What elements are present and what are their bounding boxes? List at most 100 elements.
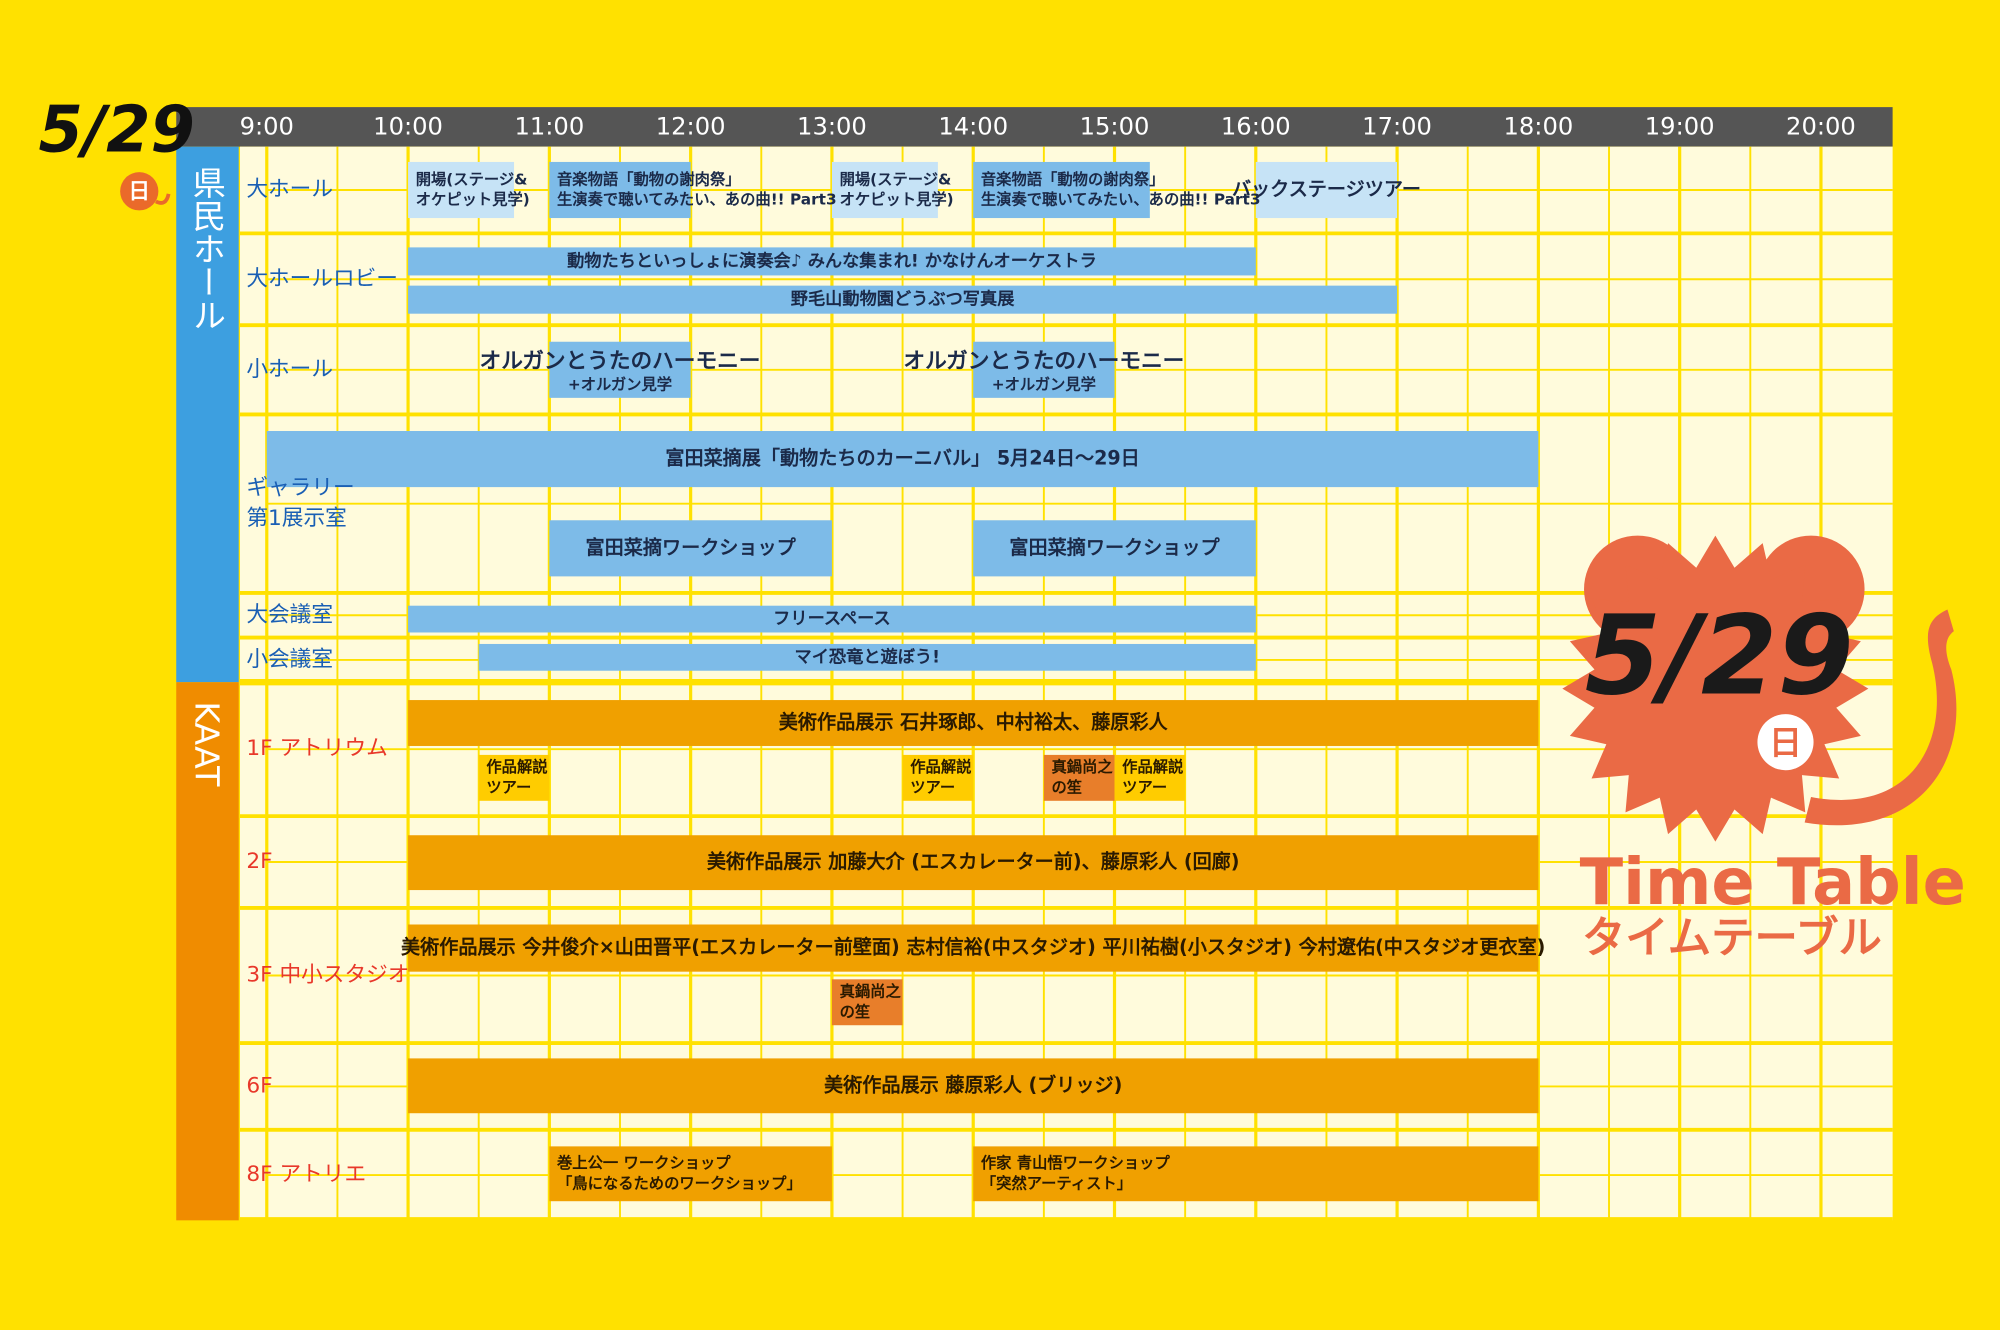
event-text: 生演奏で聴いてみたい、あの曲!! Part3: [557, 191, 837, 209]
event-note: +オルガン見学: [992, 376, 1096, 394]
row-label: ギャラリー: [246, 475, 354, 500]
mascot-tail: [1804, 609, 1957, 826]
event-text: 美術作品展示 加藤大介 (エスカレーター前)、藤原彩人 (回廊): [707, 850, 1240, 873]
event-text: 開場(ステージ&: [840, 170, 952, 188]
event-bar: [973, 520, 1256, 577]
event-bar: [408, 605, 1256, 633]
labels: 9:00 10:00 11:00 12:00 13:00 14:00 15:00 16:00 1…: [176, 113, 1856, 1221]
time-label: 10:00: [373, 113, 443, 141]
event-text: 真鍋尚之: [840, 983, 902, 1001]
time-label: 13:00: [797, 113, 867, 141]
event-bar: [549, 161, 691, 219]
event-text: 動物たちといっしょに演奏会♪ みんな集まれ! かなけんオーケストラ: [567, 250, 1097, 271]
decoration: 5/29 日 5/29 日 Time Table タイムテーブル: [39, 93, 1966, 963]
event-text: 開場(ステージ&: [416, 170, 528, 188]
event-bar: [831, 979, 903, 1026]
event-title: オルガンとうたのハーモニー: [480, 349, 761, 374]
event-text: 作品解説: [910, 758, 971, 776]
event-bar: [831, 161, 938, 219]
row-label: 大ホール: [246, 177, 333, 202]
event-note: +オルガン見学: [568, 376, 672, 394]
row-label: 1F アトリウム: [246, 736, 387, 761]
event-bar: [973, 1146, 1539, 1202]
time-label: 16:00: [1221, 113, 1291, 141]
event-text: 音楽物語「動物の謝肉祭」: [557, 170, 741, 188]
row-label: 2F: [246, 849, 272, 874]
logo-date: 5/29: [1585, 591, 1854, 719]
event-text: 音楽物語「動物の謝肉祭」: [981, 170, 1165, 188]
section-bar: [176, 682, 239, 1221]
event-text: オケピット見学): [840, 191, 954, 209]
event-text: 野毛山動物園どうぶつ写真展: [791, 289, 1015, 310]
row-label: 大ホールロビー: [246, 266, 398, 291]
event-text: 美術作品展示 今井俊介×山田晋平(エスカレーター前壁面) 志村信裕(中スタジオ)…: [401, 936, 1545, 959]
corner-tail: [154, 193, 171, 205]
event-bar: [902, 754, 974, 801]
event-text: の笙: [1052, 779, 1083, 797]
event-bar: [408, 700, 1539, 746]
logo-day-badge: [1757, 714, 1814, 771]
event-bar: [266, 431, 1539, 488]
event-bar: [408, 247, 1256, 276]
time-label: 9:00: [240, 113, 294, 141]
event-bar: [549, 520, 832, 577]
event-bar: [408, 924, 1539, 972]
logo-subtitle: タイムテーブル: [1582, 914, 1882, 964]
time-label: 18:00: [1503, 113, 1573, 141]
event-bar: [973, 341, 1115, 398]
corner-date: 5/29: [39, 93, 195, 167]
time-label: 12:00: [656, 113, 726, 141]
event-text: 「鳥になるためのワークショップ」: [557, 1174, 802, 1192]
event-text: 美術作品展示 石井琢郎、中村裕太、藤原彩人: [779, 711, 1169, 734]
event-bar: [549, 1146, 832, 1202]
event-text: ツアー: [486, 779, 531, 797]
time-label: 14:00: [938, 113, 1008, 141]
event-text: ツアー: [910, 779, 955, 797]
event-bar: [408, 285, 1398, 314]
event-text: 富田菜摘展「動物たちのカーニバル」 5月24日〜29日: [665, 447, 1139, 470]
event-text: 富田菜摘ワークショップ: [1009, 536, 1220, 559]
event-text: オケピット見学): [416, 191, 530, 209]
event-text: 作品解説: [1122, 758, 1183, 776]
row-label: 大会議室: [246, 602, 333, 627]
event-bar: [549, 341, 691, 398]
event-bar: [1114, 754, 1186, 801]
logo-title: Time Table: [1580, 846, 1966, 920]
event-text: 美術作品展示 藤原彩人 (ブリッジ): [824, 1073, 1122, 1096]
event-text: フリースペース: [773, 609, 890, 629]
event-bar: [1255, 161, 1398, 219]
events: [266, 161, 1539, 1202]
row-label: 第1展示室: [246, 506, 346, 531]
row-label: 小会議室: [246, 647, 333, 672]
row-label: 6F: [246, 1073, 272, 1098]
event-bar: [408, 835, 1539, 891]
event-text: 真鍋尚之: [1052, 758, 1114, 776]
event-text: 作家 青山悟ワークショップ: [981, 1154, 1171, 1172]
time-label: 20:00: [1786, 113, 1856, 141]
section-bar: [176, 146, 239, 683]
section-label: 県民ホール: [187, 166, 226, 332]
event-title: オルガンとうたのハーモニー: [903, 349, 1184, 374]
section-label: KAAT: [187, 701, 226, 787]
event-bar: [408, 1058, 1539, 1114]
time-label: 11:00: [514, 113, 584, 141]
event-bar: [478, 754, 550, 801]
time-header-bar: [176, 107, 1893, 147]
time-label: 17:00: [1362, 113, 1432, 141]
event-bar: [1043, 754, 1115, 801]
corner-day: 日: [128, 180, 150, 205]
row-label: 8F アトリエ: [246, 1162, 366, 1187]
corner-day-badge: [120, 172, 159, 211]
row-label: 小ホール: [246, 357, 333, 382]
row-label: 3F 中小スタジオ: [246, 963, 409, 988]
event-bar: [408, 161, 515, 219]
event-text: の笙: [840, 1003, 871, 1021]
event-text: 「突然アーティスト」: [981, 1174, 1132, 1192]
logo-day: 日: [1769, 723, 1802, 762]
event-text: 作品解説: [486, 758, 547, 776]
event-text: 生演奏で聴いてみたい、あの曲!! Part3: [981, 191, 1261, 209]
event-text: 富田菜摘ワークショップ: [586, 536, 797, 559]
time-label: 19:00: [1645, 113, 1715, 141]
